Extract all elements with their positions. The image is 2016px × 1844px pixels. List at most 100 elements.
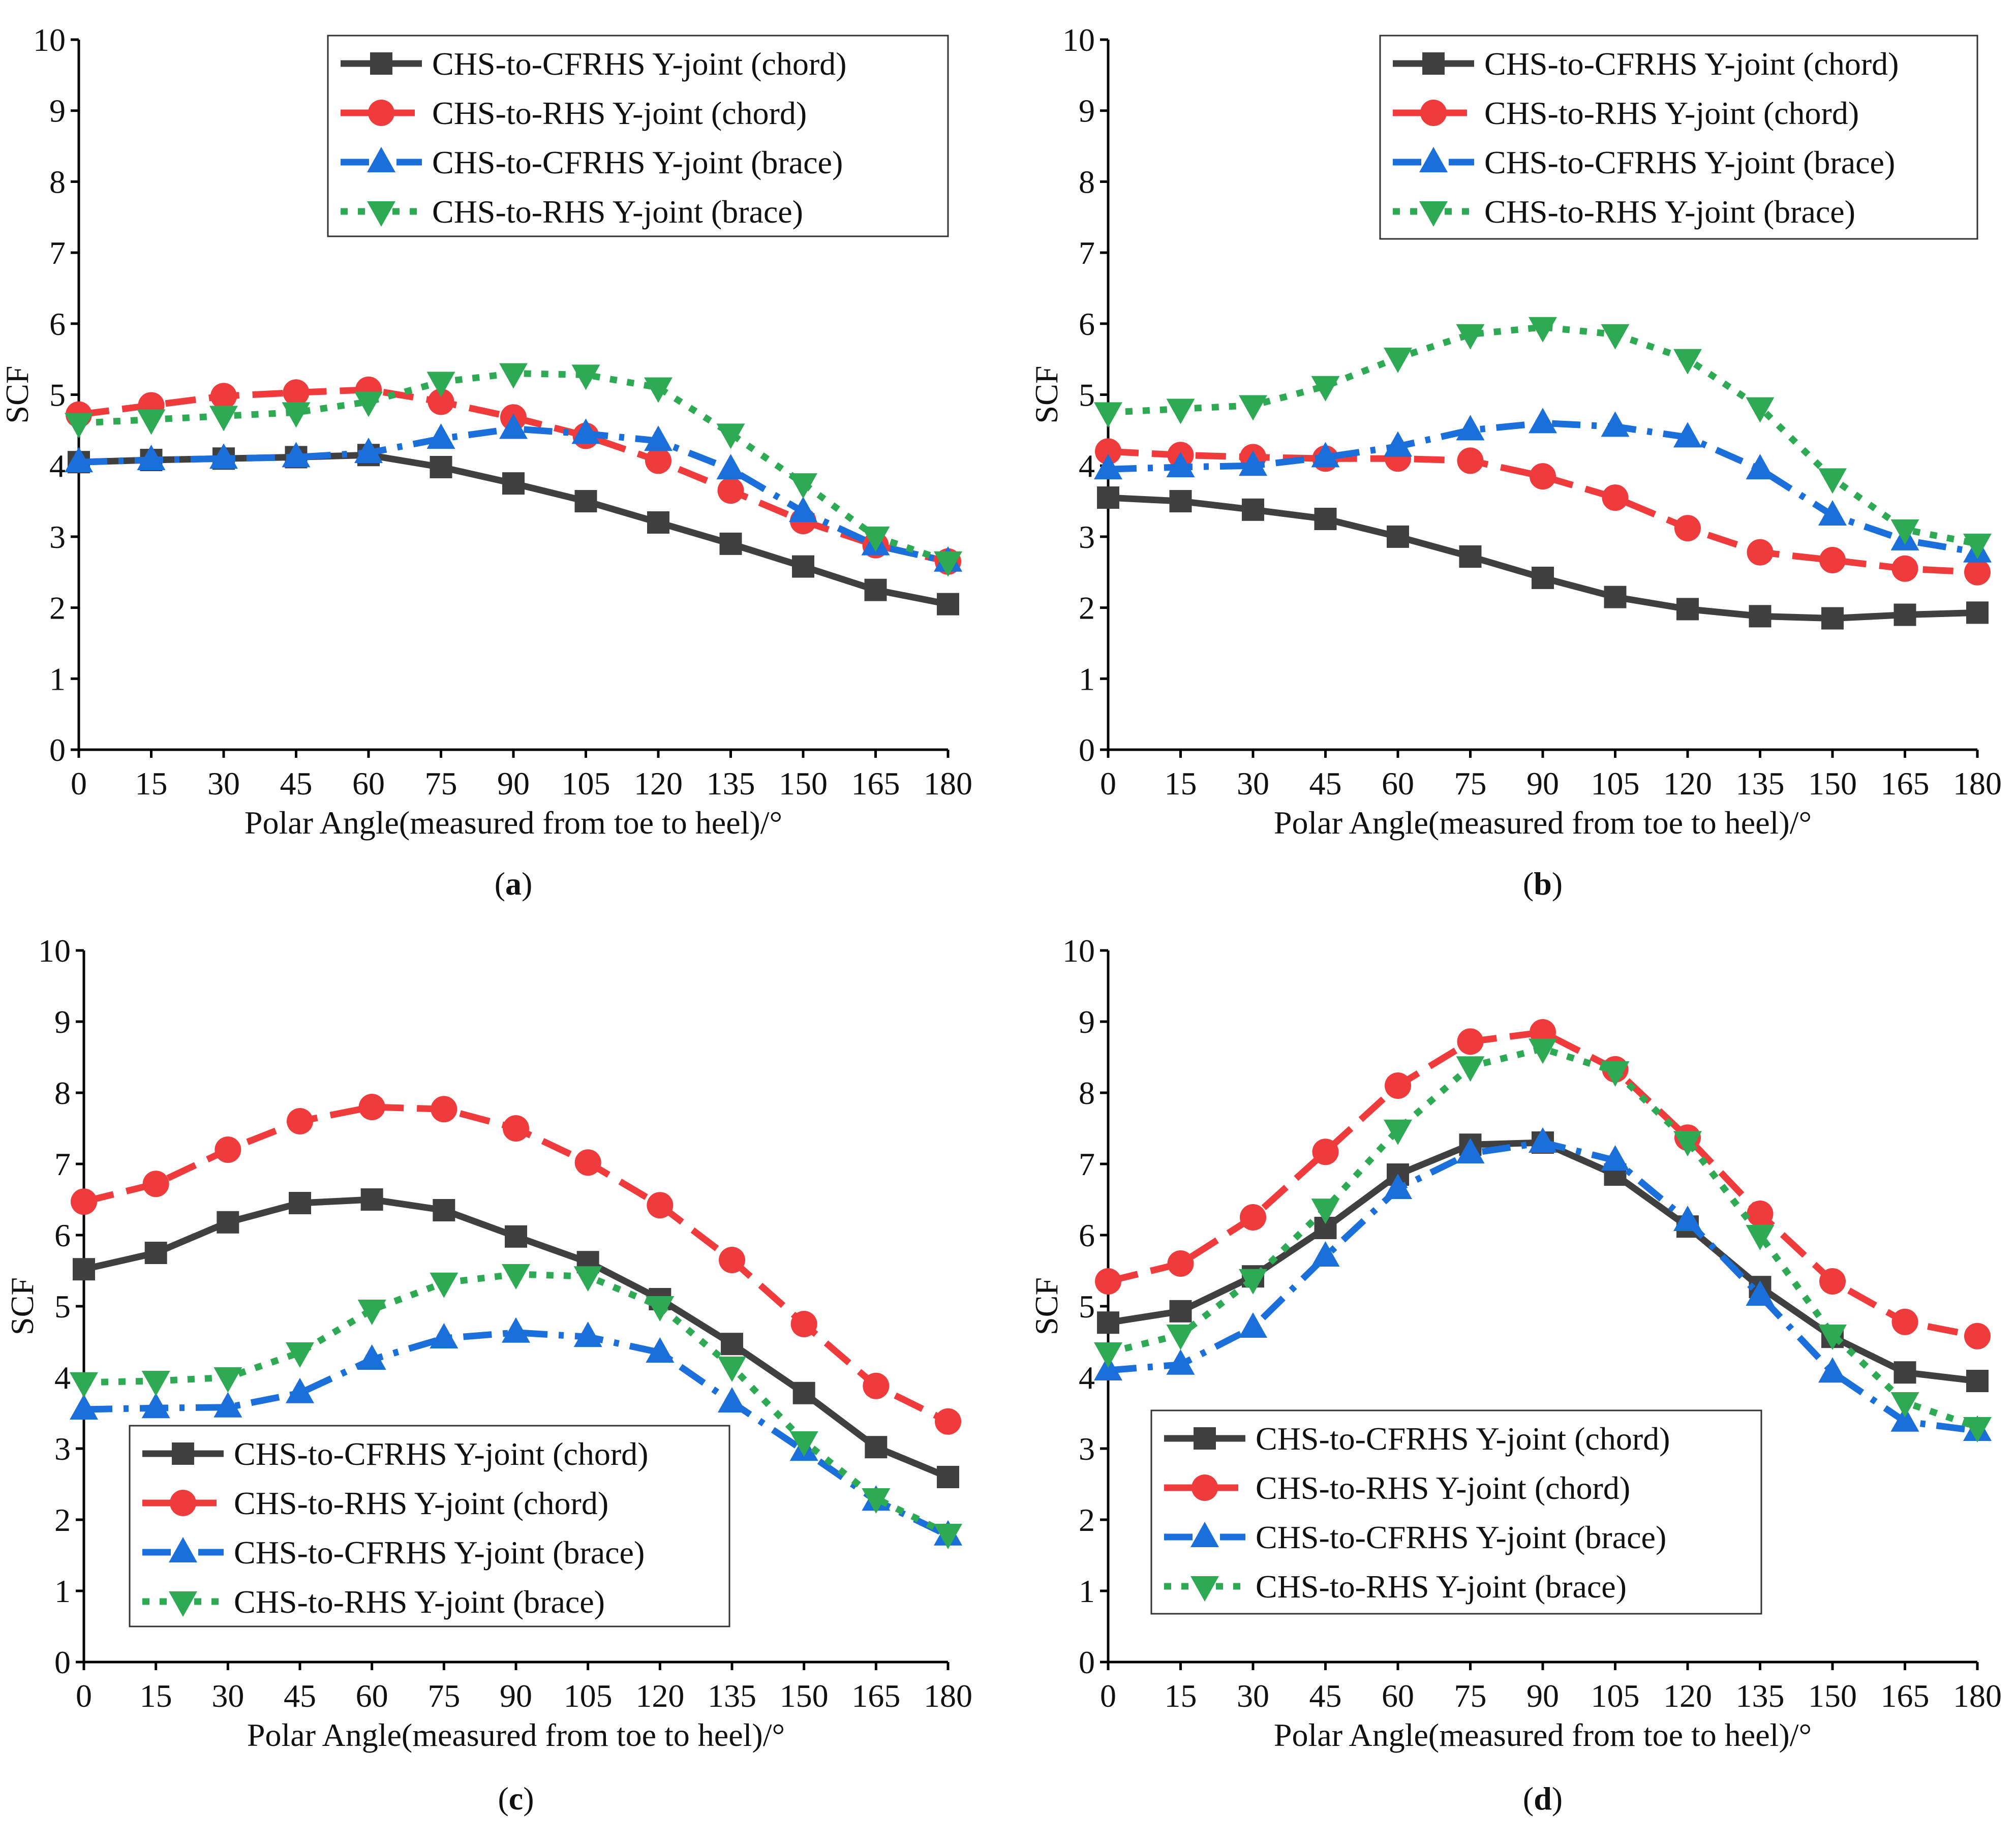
y-tick-label: 5 <box>49 377 66 413</box>
data-point-marker <box>1311 1198 1340 1224</box>
y-tick-label: 1 <box>54 1573 71 1609</box>
data-point-marker <box>1673 422 1702 448</box>
series-3 <box>65 363 962 577</box>
y-tick-label: 2 <box>49 590 66 626</box>
panel-label: (a) <box>495 866 533 902</box>
data-point-marker <box>861 526 890 552</box>
data-point-marker <box>1311 376 1340 402</box>
data-point-marker <box>1746 397 1775 423</box>
data-point-marker <box>864 578 887 601</box>
data-point-marker <box>937 1466 959 1488</box>
legend-marker <box>1194 1427 1216 1450</box>
legend-entry-label: CHS-to-RHS Y-joint (brace) <box>432 194 803 230</box>
data-point-marker <box>70 1372 98 1398</box>
data-point-marker <box>789 497 817 523</box>
data-point-marker <box>1819 1268 1846 1295</box>
y-tick-label: 10 <box>1062 933 1095 969</box>
data-point-marker <box>1456 1138 1485 1163</box>
data-point-marker <box>721 1333 743 1356</box>
legend-marker <box>1419 147 1448 172</box>
legend-entry-label: CHS-to-CFRHS Y-joint (chord) <box>234 1436 648 1472</box>
y-axis-title: SCF <box>1028 366 1064 424</box>
x-tick-label: 135 <box>708 1678 756 1714</box>
data-point-marker <box>289 1192 311 1214</box>
y-tick-label: 2 <box>1079 1502 1095 1538</box>
x-tick-label: 15 <box>1165 765 1197 802</box>
series-0 <box>1097 486 1989 630</box>
data-point-marker <box>215 1136 241 1163</box>
data-point-marker <box>1239 450 1267 476</box>
y-tick-label: 6 <box>1079 1217 1095 1253</box>
legend: CHS-to-CFRHS Y-joint (chord) CHS-to-RHS Y… <box>129 1425 730 1627</box>
data-point-marker <box>1819 547 1846 574</box>
data-point-marker <box>646 1337 675 1363</box>
data-point-marker <box>65 413 93 439</box>
legend-entry-label: CHS-to-RHS Y-joint (chord) <box>1484 95 1859 131</box>
data-point-marker <box>1239 1312 1267 1338</box>
y-tick-label: 4 <box>1079 1360 1095 1396</box>
x-tick-label: 0 <box>1100 765 1116 802</box>
data-point-marker <box>1601 1061 1630 1087</box>
series-1 <box>71 1094 961 1435</box>
data-point-marker <box>574 1149 601 1176</box>
x-tick-label: 180 <box>1953 1678 2002 1714</box>
y-tick-label: 0 <box>1079 1644 1095 1680</box>
y-tick-label: 7 <box>49 235 66 271</box>
x-tick-label: 15 <box>135 765 168 802</box>
y-tick-label: 3 <box>54 1431 71 1467</box>
y-tick-label: 1 <box>49 661 66 697</box>
data-point-marker <box>71 1188 97 1215</box>
data-point-marker <box>1891 1308 1918 1335</box>
data-point-marker <box>1529 408 1557 434</box>
data-point-marker <box>792 555 814 578</box>
legend-entry-label: CHS-to-CFRHS Y-joint (brace) <box>432 144 843 180</box>
x-tick-label: 30 <box>1237 1678 1269 1714</box>
data-point-marker <box>1169 1300 1192 1323</box>
data-point-marker <box>1384 1174 1412 1199</box>
y-tick-label: 2 <box>1079 590 1095 626</box>
data-point-marker <box>1166 398 1195 424</box>
data-point-marker <box>431 1096 457 1123</box>
data-point-marker <box>210 383 237 410</box>
x-tick-label: 60 <box>1382 765 1414 802</box>
y-tick-label: 4 <box>49 448 66 484</box>
y-tick-label: 0 <box>1079 732 1095 768</box>
data-point-marker <box>646 1296 675 1321</box>
x-tick-label: 150 <box>1808 1678 1857 1714</box>
data-point-marker <box>718 1357 746 1382</box>
legend-marker <box>172 1442 194 1465</box>
data-point-marker <box>1459 545 1482 568</box>
data-point-marker <box>1530 463 1556 490</box>
panel-label-letter: a <box>505 866 522 902</box>
panel-label-close-paren: ) <box>522 866 532 902</box>
data-point-marker <box>1821 607 1844 630</box>
x-tick-label: 45 <box>284 1678 316 1714</box>
legend-marker <box>1420 100 1447 126</box>
x-tick-label: 135 <box>707 765 755 802</box>
data-point-marker <box>1601 324 1630 350</box>
data-point-marker <box>144 1242 167 1264</box>
data-point-marker <box>360 1188 383 1211</box>
data-point-marker <box>1095 438 1121 465</box>
data-point-marker <box>354 438 383 464</box>
x-tick-label: 105 <box>1591 765 1640 802</box>
legend-box <box>1379 35 1978 240</box>
data-point-marker <box>433 1199 455 1221</box>
x-tick-label: 135 <box>1736 1678 1785 1714</box>
y-axis-title: SCF <box>0 366 35 424</box>
y-tick-label: 6 <box>1079 306 1095 342</box>
x-axis-title: Polar Angle(measured from toe to heel)/° <box>245 805 782 841</box>
x-tick-label: 105 <box>564 1678 613 1714</box>
data-point-marker <box>789 1431 818 1457</box>
legend-entry-label: CHS-to-CFRHS Y-joint (chord) <box>1484 46 1899 82</box>
y-tick-label: 1 <box>1079 661 1095 697</box>
data-point-marker <box>1239 395 1267 421</box>
x-tick-label: 165 <box>1881 1678 1930 1714</box>
data-point-marker <box>934 1524 962 1549</box>
data-point-marker <box>718 1387 746 1412</box>
data-point-marker <box>790 1311 817 1337</box>
data-point-marker <box>1385 1072 1411 1099</box>
